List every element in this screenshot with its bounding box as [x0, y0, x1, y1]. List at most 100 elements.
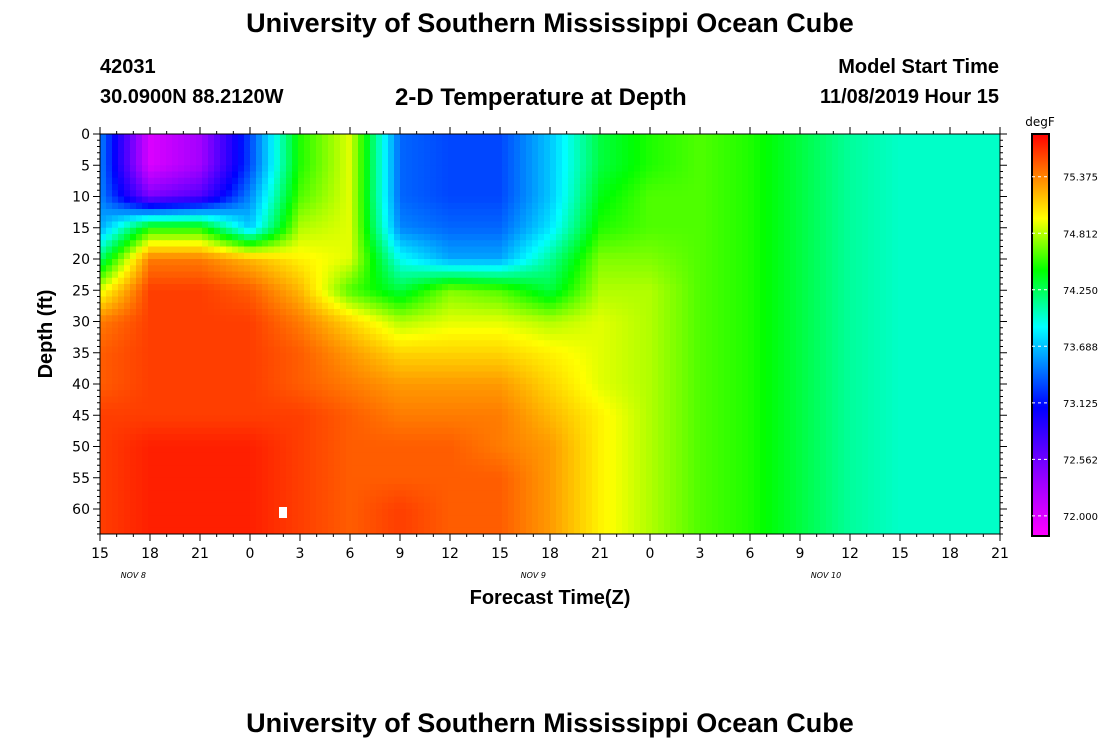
heatmap-cell: [298, 265, 305, 273]
heatmap-cell: [790, 334, 797, 341]
heatmap-cell: [526, 302, 533, 310]
heatmap-cell: [334, 215, 341, 223]
heatmap-cell: [526, 165, 533, 173]
heatmap-cell: [154, 234, 161, 241]
heatmap-cell: [916, 259, 923, 266]
heatmap-cell: [730, 302, 737, 310]
heatmap-cell: [130, 284, 137, 291]
heatmap-cell: [100, 140, 107, 148]
heatmap-cell: [934, 196, 941, 204]
heatmap-cell: [742, 190, 749, 198]
heatmap-cell: [958, 227, 965, 235]
heatmap-cell: [982, 146, 989, 154]
heatmap-cell: [400, 190, 407, 198]
heatmap-cell: [322, 134, 329, 141]
heatmap-cell: [148, 246, 155, 254]
heatmap-cell: [160, 296, 167, 304]
heatmap-cell: [244, 190, 251, 198]
heatmap-cell: [556, 246, 563, 254]
heatmap-cell: [538, 284, 545, 291]
heatmap-cell: [700, 152, 707, 160]
heatmap-cell: [298, 177, 305, 185]
heatmap-cell: [100, 215, 107, 223]
heatmap-cell: [214, 265, 221, 273]
heatmap-cell: [250, 240, 257, 248]
heatmap-cell: [652, 202, 659, 210]
heatmap-cell: [538, 177, 545, 185]
heatmap-cell: [712, 327, 719, 335]
heatmap-cell: [574, 165, 581, 173]
heatmap-cell: [100, 271, 107, 279]
heatmap-cell: [670, 209, 677, 216]
heatmap-cell: [334, 334, 341, 341]
heatmap-cell: [106, 227, 113, 235]
heatmap-cell: [574, 302, 581, 310]
heatmap-cell: [298, 134, 305, 141]
heatmap-cell: [286, 202, 293, 210]
heatmap-cell: [292, 227, 299, 235]
heatmap-cell: [658, 259, 665, 266]
heatmap-cell: [172, 221, 179, 229]
heatmap-cell: [700, 202, 707, 210]
heatmap-cell: [982, 190, 989, 198]
heatmap-cell: [622, 321, 629, 329]
heatmap-cell: [676, 196, 683, 204]
heatmap-cell: [328, 215, 335, 223]
heatmap-cell: [502, 171, 509, 179]
heatmap-cell: [112, 227, 119, 235]
heatmap-cell: [958, 284, 965, 291]
heatmap-cell: [952, 171, 959, 179]
heatmap-cell: [574, 334, 581, 341]
heatmap-cell: [202, 140, 209, 148]
heatmap-cell: [610, 234, 617, 241]
heatmap-cell: [568, 321, 575, 329]
heatmap-cell: [838, 309, 845, 316]
heatmap-cell: [550, 159, 557, 166]
heatmap-cell: [526, 296, 533, 304]
heatmap-cell: [580, 196, 587, 204]
heatmap-cell: [286, 171, 293, 179]
heatmap-cell: [622, 252, 629, 260]
heatmap-cell: [214, 152, 221, 160]
heatmap-cell: [958, 327, 965, 335]
heatmap-cell: [994, 309, 1000, 316]
heatmap-cell: [616, 209, 623, 216]
heatmap-cell: [946, 215, 953, 223]
heatmap-cell: [268, 315, 275, 323]
heatmap-cell: [526, 177, 533, 185]
heatmap-cell: [310, 321, 317, 329]
heatmap-cell: [370, 177, 377, 185]
heatmap-cell: [778, 177, 785, 185]
heatmap-cell: [850, 196, 857, 204]
heatmap-cell: [598, 284, 605, 291]
heatmap-cell: [952, 246, 959, 254]
heatmap-cell: [730, 284, 737, 291]
heatmap-cell: [166, 252, 173, 260]
heatmap-cell: [226, 171, 233, 179]
heatmap-cell: [526, 327, 533, 335]
heatmap-cell: [238, 196, 245, 204]
heatmap-cell: [544, 202, 551, 210]
heatmap-cell: [700, 209, 707, 216]
heatmap-cell: [358, 209, 365, 216]
heatmap-cell: [928, 265, 935, 273]
heatmap-cell: [790, 202, 797, 210]
heatmap-cell: [430, 234, 437, 241]
heatmap-cell: [808, 315, 815, 323]
station-coordinates: 30.0900N 88.2120W: [100, 86, 284, 108]
heatmap-cell: [346, 159, 353, 166]
heatmap-cell: [682, 284, 689, 291]
heatmap-cell: [172, 259, 179, 266]
heatmap-cell: [292, 215, 299, 223]
heatmap-cell: [514, 309, 521, 316]
heatmap-cell: [472, 234, 479, 241]
heatmap-cell: [556, 334, 563, 341]
heatmap-cell: [622, 215, 629, 223]
heatmap-cell: [412, 246, 419, 254]
heatmap-cell: [202, 159, 209, 166]
heatmap-cell: [166, 209, 173, 216]
heatmap-cell: [196, 221, 203, 229]
heatmap-cell: [424, 309, 431, 316]
heatmap-cell: [460, 246, 467, 254]
heatmap-cell: [124, 146, 131, 154]
